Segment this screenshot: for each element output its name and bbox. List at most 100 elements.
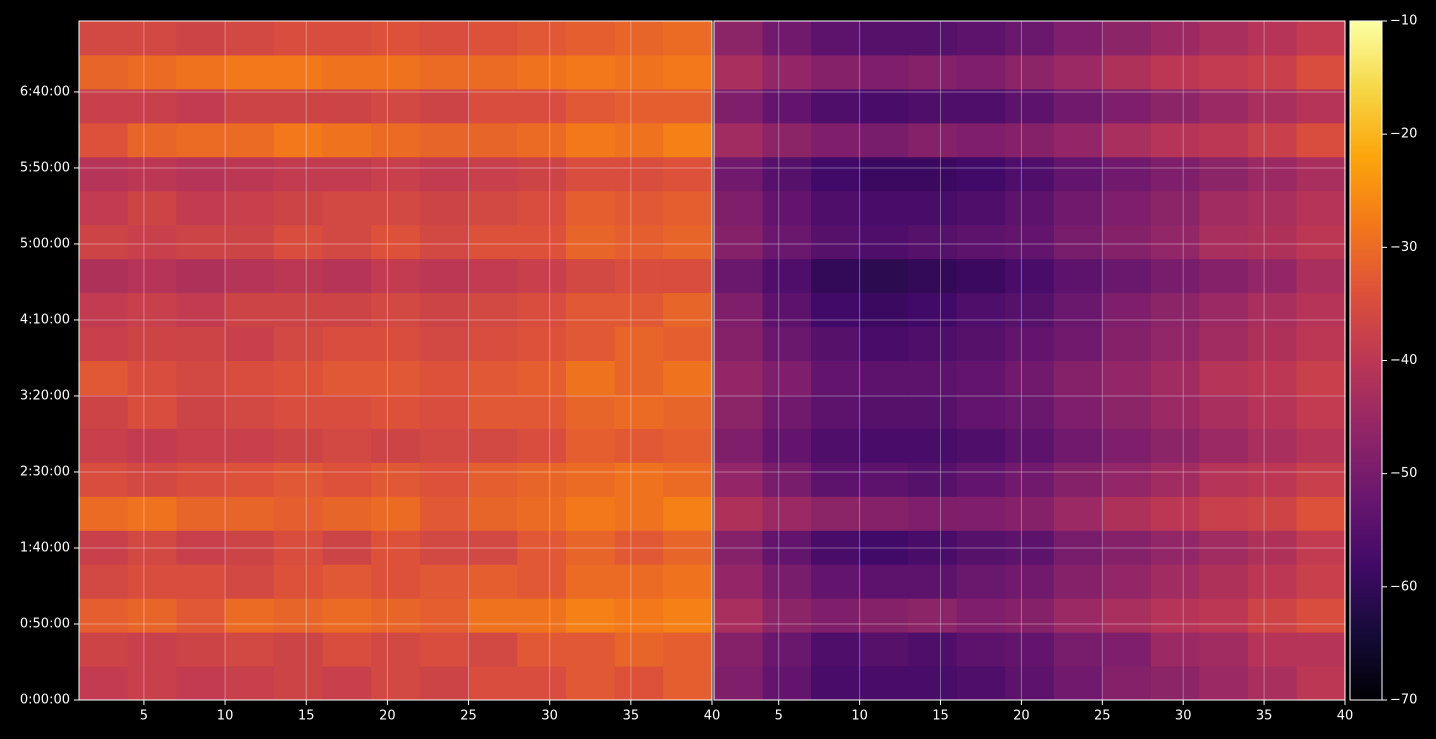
- heatmap-cell: [565, 530, 616, 565]
- heatmap-cell: [1005, 462, 1055, 497]
- heatmap-cell: [1199, 666, 1249, 701]
- heatmap-cell: [1247, 394, 1297, 429]
- heatmap-cell: [127, 496, 177, 531]
- heatmap-cell: [371, 530, 421, 565]
- heatmap-cell: [468, 462, 518, 497]
- heatmap-cell: [614, 258, 664, 294]
- heatmap-cell: [1150, 632, 1200, 667]
- heatmap-cell: [176, 564, 226, 599]
- heatmap-cell: [1247, 564, 1297, 599]
- heatmap-cell: [176, 428, 226, 463]
- heatmap-cell: [1005, 122, 1055, 158]
- heatmap-cell: [225, 88, 275, 124]
- heatmap-cell: [663, 462, 713, 497]
- heatmap-cell: [1199, 190, 1249, 226]
- heatmap-cell: [1247, 122, 1297, 158]
- heatmap-cell: [419, 190, 470, 226]
- heatmap-cell: [517, 122, 567, 158]
- heatmap-cell: [762, 360, 812, 395]
- heatmap-cell: [956, 156, 1006, 192]
- heatmap-cell: [127, 326, 177, 361]
- heatmap-cell: [1053, 156, 1103, 192]
- heatmap-cell: [176, 598, 226, 633]
- heatmap-cell: [127, 258, 177, 294]
- heatmap-cell: [614, 530, 664, 565]
- heatmap-cell: [225, 21, 275, 56]
- heatmap-cell: [714, 632, 764, 667]
- heatmap-cell: [908, 21, 958, 56]
- heatmap-cell: [1247, 326, 1297, 361]
- heatmap-cell: [517, 462, 567, 497]
- heatmap-cell: [1150, 292, 1200, 328]
- heatmap-cell: [371, 190, 421, 226]
- heatmap-cell: [517, 360, 567, 395]
- heatmap-cell: [176, 54, 226, 90]
- heatmap-cell: [908, 564, 958, 599]
- heatmap-cell: [1199, 224, 1249, 260]
- heatmap-cell: [1053, 598, 1103, 633]
- colorbar-tick-label: −50: [1390, 466, 1417, 481]
- heatmap-cell: [176, 666, 226, 701]
- heatmap-cell: [565, 598, 616, 633]
- heatmap-cell: [1199, 54, 1249, 90]
- heatmap-cell: [714, 156, 764, 192]
- heatmap-cell: [517, 88, 567, 124]
- heatmap-cell: [614, 326, 664, 361]
- x-tick-label: 10: [217, 709, 234, 724]
- y-tick-label: 2:30:00: [20, 464, 70, 479]
- heatmap-cell: [1296, 394, 1346, 429]
- heatmap-cell: [127, 21, 177, 56]
- heatmap-cell: [908, 530, 958, 565]
- heatmap-cell: [1102, 54, 1152, 90]
- heatmap-cell: [127, 632, 177, 667]
- heatmap-cell: [468, 632, 518, 667]
- heatmap-cell: [322, 598, 372, 633]
- heatmap-cell: [1053, 564, 1103, 599]
- heatmap-cell: [762, 326, 812, 361]
- heatmap-cell: [468, 258, 518, 294]
- heatmap-cell: [714, 496, 764, 531]
- heatmap-cell: [176, 394, 226, 429]
- heatmap-cell: [322, 564, 372, 599]
- heatmap-cell: [1053, 530, 1103, 565]
- heatmap-cell: [468, 496, 518, 531]
- heatmap-cell: [225, 360, 275, 395]
- heatmap-cell: [371, 156, 421, 192]
- heatmap-cell: [322, 666, 372, 701]
- heatmap-cell: [517, 632, 567, 667]
- heatmap-cell: [714, 54, 764, 90]
- heatmap-cell: [565, 54, 616, 90]
- heatmap-cell: [322, 54, 372, 90]
- heatmap-cell: [225, 292, 275, 328]
- heatmap-cell: [468, 292, 518, 328]
- heatmap-cell: [565, 360, 616, 395]
- heatmap-cell: [1102, 598, 1152, 633]
- y-tick-label: 5:00:00: [20, 236, 70, 251]
- heatmap-cell: [1005, 258, 1055, 294]
- heatmap-cell: [908, 462, 958, 497]
- x-tick-label: 5: [140, 709, 148, 724]
- heatmap-cell: [517, 156, 567, 192]
- heatmap-cell: [811, 156, 861, 192]
- heatmap-cell: [956, 258, 1006, 294]
- heatmap-cell: [1247, 190, 1297, 226]
- heatmap-cell: [908, 632, 958, 667]
- heatmap-cell: [1150, 258, 1200, 294]
- heatmap-cell: [371, 666, 421, 701]
- heatmap-cell: [663, 326, 713, 361]
- heatmap-cell: [322, 156, 372, 192]
- heatmap-cell: [322, 530, 372, 565]
- heatmap-cell: [1247, 224, 1297, 260]
- heatmap-cell: [1199, 258, 1249, 294]
- heatmap-cell: [1005, 598, 1055, 633]
- heatmap-cell: [1247, 428, 1297, 463]
- heatmap-cell: [1102, 190, 1152, 226]
- heatmap-cell: [1247, 88, 1297, 124]
- heatmap-cell: [1199, 598, 1249, 633]
- heatmap-cell: [225, 564, 275, 599]
- heatmap-cell: [176, 632, 226, 667]
- heatmap-cell: [811, 598, 861, 633]
- heatmap-cell: [565, 564, 616, 599]
- heatmap-cell: [859, 88, 909, 124]
- heatmap-cell: [663, 88, 713, 124]
